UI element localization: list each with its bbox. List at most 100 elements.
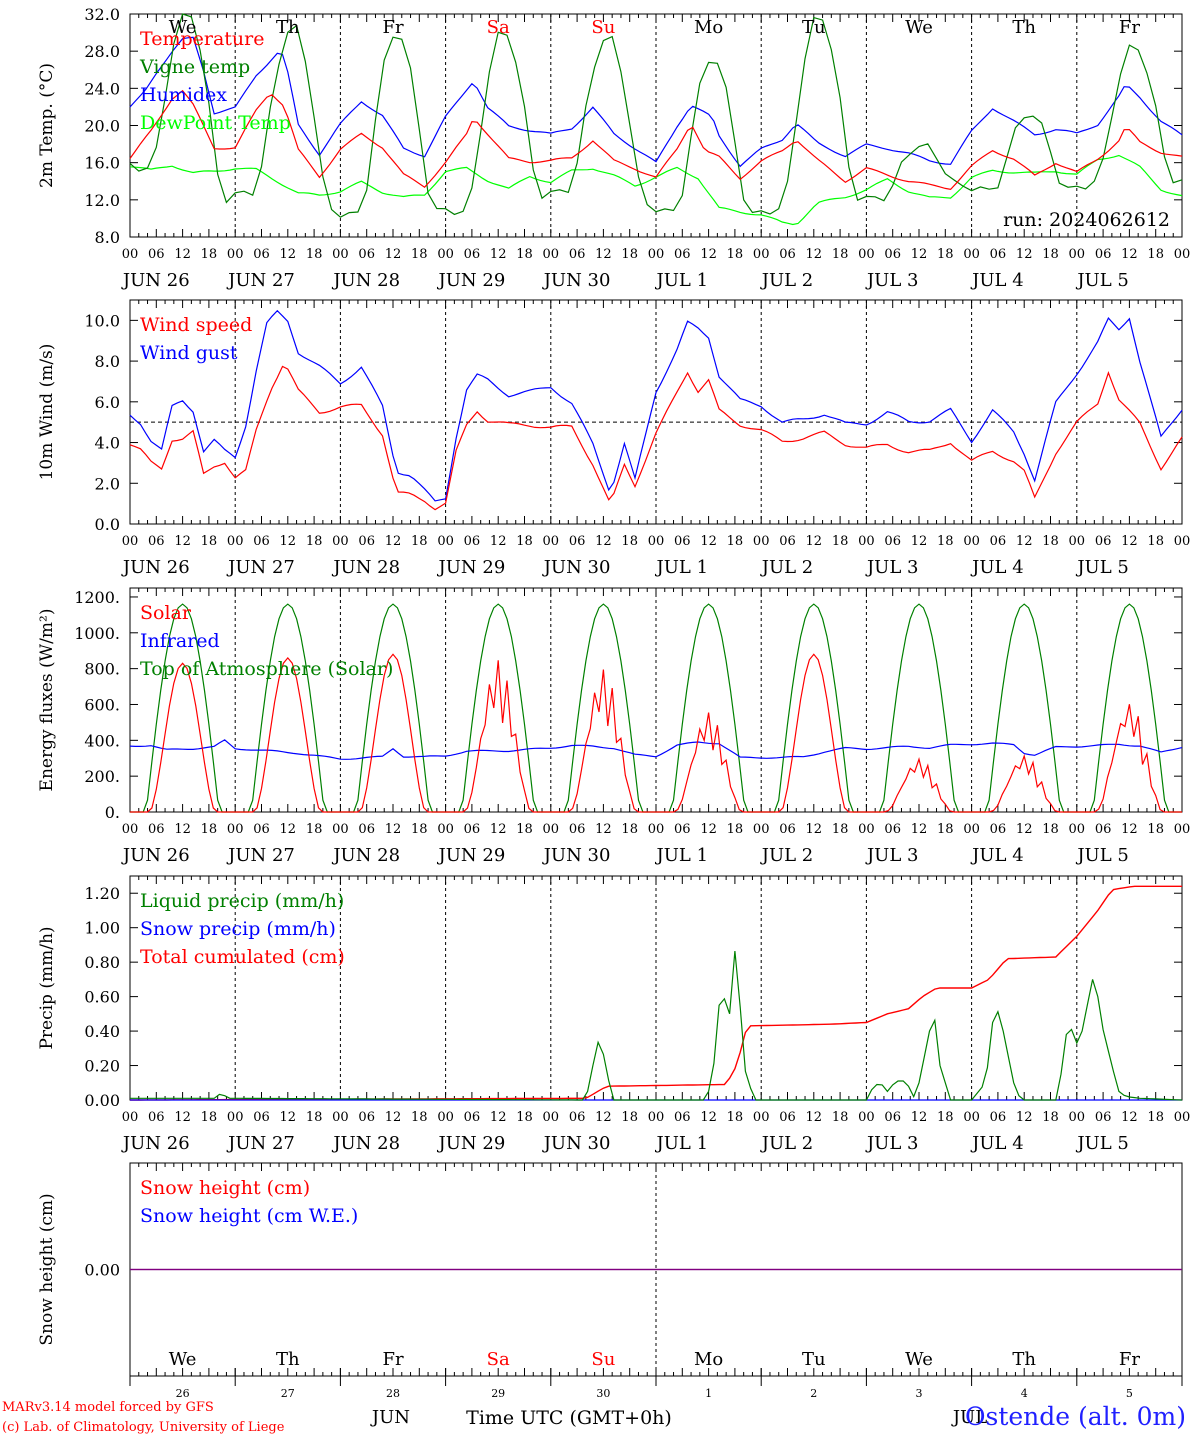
- hour-label: 00: [437, 534, 454, 549]
- series-line-total-cumulated-cm-: [130, 885, 1182, 1101]
- y-axis-label: Energy fluxes (W/m²): [37, 609, 57, 792]
- date-label: JUL 5: [1075, 845, 1129, 866]
- hour-label: 12: [174, 822, 191, 837]
- credit-model: MARv3.14 model forced by GFS: [2, 1400, 214, 1415]
- hour-label: 18: [621, 1110, 638, 1125]
- y-tick-label: 0.0: [95, 515, 120, 534]
- legend-entry: Snow height (cm): [140, 1177, 310, 1199]
- hour-label: 06: [779, 1110, 796, 1125]
- hour-label: 12: [595, 534, 612, 549]
- y-tick-label: 4.0: [95, 434, 120, 453]
- day-of-week-label: Su: [591, 1349, 615, 1370]
- y-tick-label: 1200.: [74, 588, 120, 607]
- hour-label: 12: [1016, 534, 1033, 549]
- day-of-week-label: Mo: [694, 1349, 723, 1370]
- hour-label: 12: [1121, 247, 1138, 262]
- hour-label: 12: [700, 822, 717, 837]
- y-tick-label: 0.60: [84, 988, 120, 1007]
- day-number-label: 28: [386, 1387, 400, 1400]
- hour-label: 00: [332, 822, 349, 837]
- hour-label: 18: [516, 1110, 533, 1125]
- hour-label: 06: [990, 534, 1007, 549]
- hour-label: 12: [595, 1110, 612, 1125]
- y-tick-label: 400.: [84, 731, 120, 750]
- series-line-wind-speed: [129, 365, 1183, 511]
- hour-label: 06: [779, 822, 796, 837]
- day-of-week-label: We: [169, 1349, 197, 1370]
- hour-label: 18: [201, 822, 218, 837]
- hour-label: 00: [648, 534, 665, 549]
- hour-label: 06: [990, 247, 1007, 262]
- y-axis-label: 2m Temp. (°C): [37, 63, 57, 188]
- hour-label: 06: [358, 534, 375, 549]
- legend-entry: Wind speed: [140, 314, 252, 336]
- day-of-week-label: Su: [591, 17, 615, 38]
- y-tick-label: 10.0: [84, 311, 120, 330]
- hour-label: 12: [806, 534, 823, 549]
- hour-label: 06: [990, 822, 1007, 837]
- hour-label: 00: [753, 1110, 770, 1125]
- hour-label: 12: [911, 534, 928, 549]
- legend-entry: Snow height (cm W.E.): [140, 1205, 358, 1227]
- y-axis-label: 10m Wind (m/s): [37, 344, 57, 481]
- hour-label: 12: [280, 1110, 297, 1125]
- series-line-liquid-precip-mm-h-: [130, 950, 1183, 1101]
- hour-label: 18: [621, 822, 638, 837]
- day-of-week-label: Mo: [694, 17, 723, 38]
- hour-label: 00: [963, 822, 980, 837]
- hour-label: 00: [753, 822, 770, 837]
- hour-label: 06: [779, 534, 796, 549]
- y-tick-label: 24.0: [84, 79, 120, 98]
- panel-temp: 8.0 12.0 16.0 20.0 24.0 28.0 32.0 2m Temp. (°C)…: [37, 5, 1190, 291]
- hour-label: 00: [1174, 822, 1191, 837]
- date-label: JUN 30: [542, 845, 611, 866]
- hour-label: 00: [963, 534, 980, 549]
- y-tick-label: 1.00: [84, 919, 120, 938]
- hour-label: 18: [516, 247, 533, 262]
- date-label: JUN 29: [437, 845, 506, 866]
- hour-label: 18: [1042, 822, 1059, 837]
- hour-label: 12: [385, 247, 402, 262]
- run-label: run: 2024062612: [1003, 209, 1170, 231]
- hour-label: 12: [490, 1110, 507, 1125]
- legend-entry: Humidex: [140, 84, 227, 106]
- hour-label: 06: [990, 1110, 1007, 1125]
- date-label: JUL 1: [655, 845, 709, 866]
- hour-label: 18: [937, 822, 954, 837]
- day-of-week-label: We: [169, 17, 197, 38]
- y-tick-label: 1.20: [84, 884, 120, 903]
- series-line-solar: [130, 653, 1182, 813]
- legend-entry: Wind gust: [140, 342, 238, 364]
- y-tick-label: 16.0: [84, 154, 120, 173]
- hour-label: 00: [543, 247, 560, 262]
- hour-label: 18: [727, 1110, 744, 1125]
- y-tick-label: 0.00: [84, 1261, 120, 1280]
- hour-label: 06: [674, 822, 691, 837]
- hour-label: 00: [227, 534, 244, 549]
- date-label: JUL 5: [1075, 270, 1129, 291]
- hour-label: 18: [621, 247, 638, 262]
- plot-frame: [129, 299, 1183, 525]
- hour-label: 00: [963, 247, 980, 262]
- date-label: JUN 27: [226, 1133, 295, 1154]
- day-number-label: 4: [1021, 1387, 1028, 1400]
- legend-entry: Solar: [140, 602, 192, 624]
- day-number-label: 26: [176, 1387, 190, 1400]
- y-tick-label: 0.80: [84, 953, 120, 972]
- date-label: JUL 3: [865, 270, 919, 291]
- date-label: JUL 4: [970, 1133, 1024, 1154]
- hour-label: 00: [648, 1110, 665, 1125]
- hour-label: 18: [201, 247, 218, 262]
- hour-label: 00: [1069, 247, 1086, 262]
- hour-label: 00: [227, 1110, 244, 1125]
- hour-label: 06: [569, 247, 586, 262]
- hour-label: 18: [832, 1110, 849, 1125]
- date-label: JUL 1: [655, 1133, 709, 1154]
- day-of-week-label: Fr: [1119, 17, 1140, 38]
- hour-label: 18: [937, 1110, 954, 1125]
- hour-label: 06: [674, 534, 691, 549]
- hour-label: 12: [911, 822, 928, 837]
- hour-label: 12: [385, 1110, 402, 1125]
- hour-label: 06: [464, 247, 481, 262]
